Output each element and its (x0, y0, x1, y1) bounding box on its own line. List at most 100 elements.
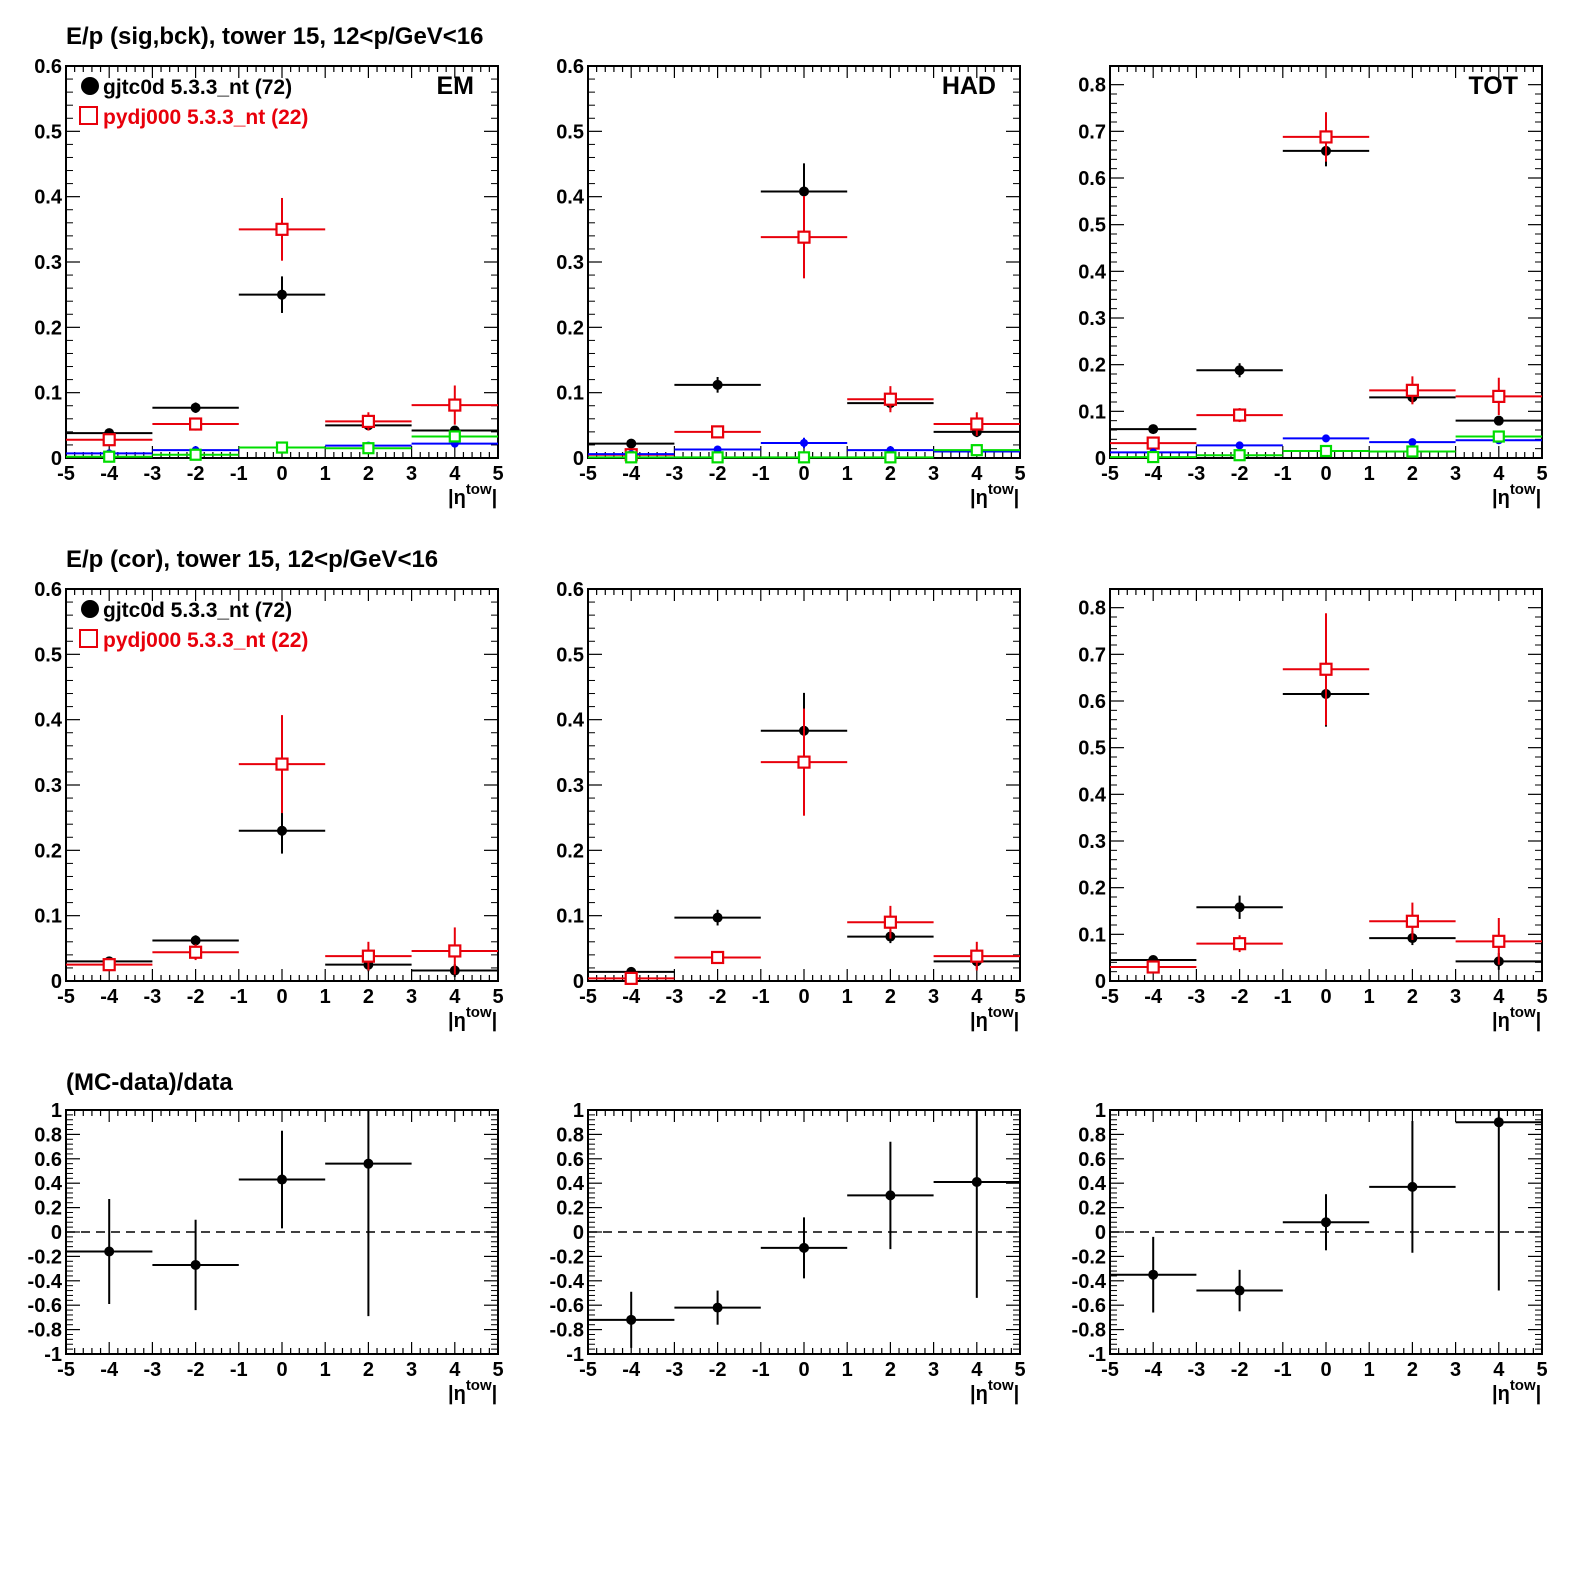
series-mc (1110, 613, 1542, 974)
data-point (1493, 415, 1504, 426)
x-axis-title-sup: tow (988, 481, 1014, 498)
x-tick-label: 4 (1493, 1359, 1505, 1381)
data-point (970, 444, 983, 457)
data-point (624, 971, 638, 985)
x-tick-label: -2 (1231, 463, 1249, 485)
y-tick-label: 0 (51, 971, 62, 993)
data-point (1148, 1269, 1159, 1280)
x-axis-title-sup: tow (988, 1004, 1014, 1021)
y-tick-label: 0 (51, 448, 62, 470)
data-point (104, 1246, 115, 1257)
x-tick-label: -3 (1188, 986, 1206, 1008)
y-tick-label: 0.3 (34, 775, 62, 797)
x-tick-label: 2 (1407, 1359, 1418, 1381)
series-data (588, 1110, 1020, 1348)
x-tick-label: 1 (1364, 463, 1375, 485)
x-tick-label: -4 (622, 463, 641, 485)
y-tick-label: 0.5 (34, 121, 62, 143)
x-tick-label: 1 (320, 463, 331, 485)
data-point (1232, 408, 1247, 422)
data-point (275, 441, 289, 454)
data-point (1234, 365, 1245, 376)
data-point (362, 442, 375, 455)
x-tick-label: 1 (1364, 1359, 1375, 1381)
x-tick-label: -2 (1231, 1359, 1249, 1381)
x-axis-title-main: |η (448, 487, 466, 509)
y-tick-label: 0.5 (1078, 215, 1106, 237)
chart-panel-r2c0: -5 -4 -3 -2 -1 0 1 2 3 4 5|ηtow|-1-0.8-0.6-0.4-0.2… (28, 1100, 504, 1405)
x-tick-label: -3 (144, 1359, 162, 1381)
legend-marker-data (81, 600, 99, 618)
x-tick-label: 2 (363, 463, 374, 485)
x-tick-label: -4 (1144, 986, 1163, 1008)
y-tick-label: 1 (51, 1100, 62, 1122)
x-axis-title: |ηtow| (1492, 1377, 1541, 1405)
data-point (797, 755, 811, 769)
x-tick-label: 2 (885, 1359, 896, 1381)
x-tick-label: 3 (928, 463, 939, 485)
data-point (277, 1174, 287, 1185)
x-tick-label: 5 (492, 463, 503, 485)
y-tick-label: 0 (573, 448, 584, 470)
x-tick-label: 0 (276, 986, 287, 1008)
x-tick-label: 2 (363, 986, 374, 1008)
data-point (275, 757, 289, 771)
chart-panel-r1c0: -5 -4 -3 -2 -1 0 1 2 3 4 5|ηtow|00.10.20.30.40.50.… (34, 579, 503, 1032)
x-tick-label: 0 (798, 1359, 809, 1381)
y-tick-label: 0.2 (1078, 878, 1106, 900)
legend-marker-mc (79, 106, 98, 125)
x-tick-label: -2 (1231, 986, 1249, 1008)
x-axis-title: |ηtow| (448, 481, 497, 509)
y-tick-label: -0.6 (1072, 1295, 1106, 1317)
y-tick-label: -0.2 (1072, 1246, 1106, 1268)
y-tick-label: 0.1 (1078, 924, 1106, 946)
x-axis-title: |ηtow| (970, 1377, 1019, 1405)
y-tick-label: 0.8 (1078, 598, 1106, 620)
data-point (626, 438, 637, 449)
x-axis-title-sup: tow (466, 1004, 492, 1021)
x-tick-label: -3 (666, 463, 684, 485)
data-point (710, 950, 725, 965)
data-point (1234, 1285, 1245, 1296)
x-axis-title-sup: tow (466, 481, 492, 498)
y-tick-label: -1 (44, 1344, 62, 1366)
x-tick-label: 4 (1493, 463, 1505, 485)
row-title-sig-bck: E/p (sig,bck), tower 15, 12<p/GeV<16 (66, 23, 484, 50)
x-tick-label: -5 (1101, 1359, 1119, 1381)
data-point (103, 450, 116, 463)
series-mc (588, 196, 1020, 462)
data-point (970, 949, 984, 963)
x-tick-label: 2 (885, 463, 896, 485)
legend-label-mc: pydj000 5.3.3_nt (22) (103, 629, 308, 652)
x-tick-label: -5 (57, 463, 75, 485)
y-tick-label: 0 (1095, 1222, 1106, 1244)
data-point (277, 825, 287, 836)
series-data (66, 276, 498, 439)
data-point (885, 1190, 896, 1201)
x-tick-label: -3 (144, 986, 162, 1008)
series-mc (66, 197, 498, 447)
y-tick-label: 0.8 (34, 1124, 62, 1146)
data-point (1492, 430, 1505, 443)
x-tick-label: 3 (406, 1359, 417, 1381)
y-tick-label: 0.8 (1078, 75, 1106, 97)
y-tick-label: 0.6 (1078, 168, 1106, 190)
x-tick-label: 1 (320, 1359, 331, 1381)
x-tick-label: 0 (276, 1359, 287, 1381)
x-tick-label: 3 (406, 986, 417, 1008)
data-point (712, 912, 723, 923)
y-tick-label: -1 (566, 1344, 584, 1366)
x-tick-label: 4 (449, 1359, 461, 1381)
y-tick-label: 0.6 (34, 56, 62, 78)
x-tick-label: -2 (187, 463, 205, 485)
y-tick-label: 0.3 (1078, 308, 1106, 330)
x-tick-label: -1 (752, 463, 770, 485)
legend-marker-mc (79, 629, 98, 648)
x-tick-label: 1 (842, 1359, 853, 1381)
x-tick-label: -3 (1188, 463, 1206, 485)
y-tick-label: 0.2 (556, 840, 584, 862)
x-tick-label: -1 (752, 986, 770, 1008)
data-point (712, 379, 723, 390)
x-tick-label: 0 (1320, 986, 1331, 1008)
x-tick-label: 3 (1450, 1359, 1461, 1381)
